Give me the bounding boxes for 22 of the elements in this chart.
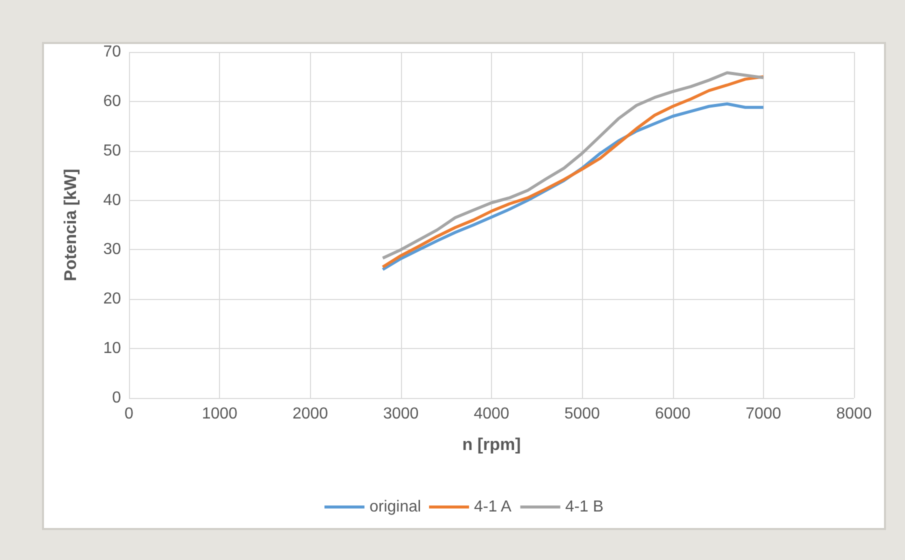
legend-label: original (369, 498, 422, 516)
y-tick-label: 20 (103, 290, 122, 308)
legend-label: 4-1 B (565, 498, 604, 516)
y-tick-label: 40 (103, 192, 122, 209)
x-tick-label: 6000 (654, 406, 691, 422)
y-tick-label: 0 (112, 390, 122, 406)
x-tick-label: 0 (124, 406, 134, 422)
y-tick-label: 70 (103, 44, 122, 60)
legend-label: 4-1 A (474, 498, 512, 516)
x-tick-label: 8000 (836, 406, 872, 422)
y-tick-label: 60 (103, 92, 122, 110)
x-tick-label: 7000 (746, 406, 782, 422)
x-tick-label: 4000 (474, 406, 510, 422)
x-tick-label: 5000 (564, 406, 600, 422)
x-tick-label: 2000 (292, 406, 328, 422)
y-axis-title: Potencia [kW] (61, 168, 80, 282)
y-tick-label: 50 (103, 142, 122, 160)
x-tick-label: 3000 (383, 406, 419, 422)
x-axis-title: n [rpm] (462, 435, 521, 454)
y-tick-label: 10 (103, 340, 122, 358)
x-tick-label: 1000 (202, 406, 238, 422)
y-tick-label: 30 (103, 241, 122, 258)
